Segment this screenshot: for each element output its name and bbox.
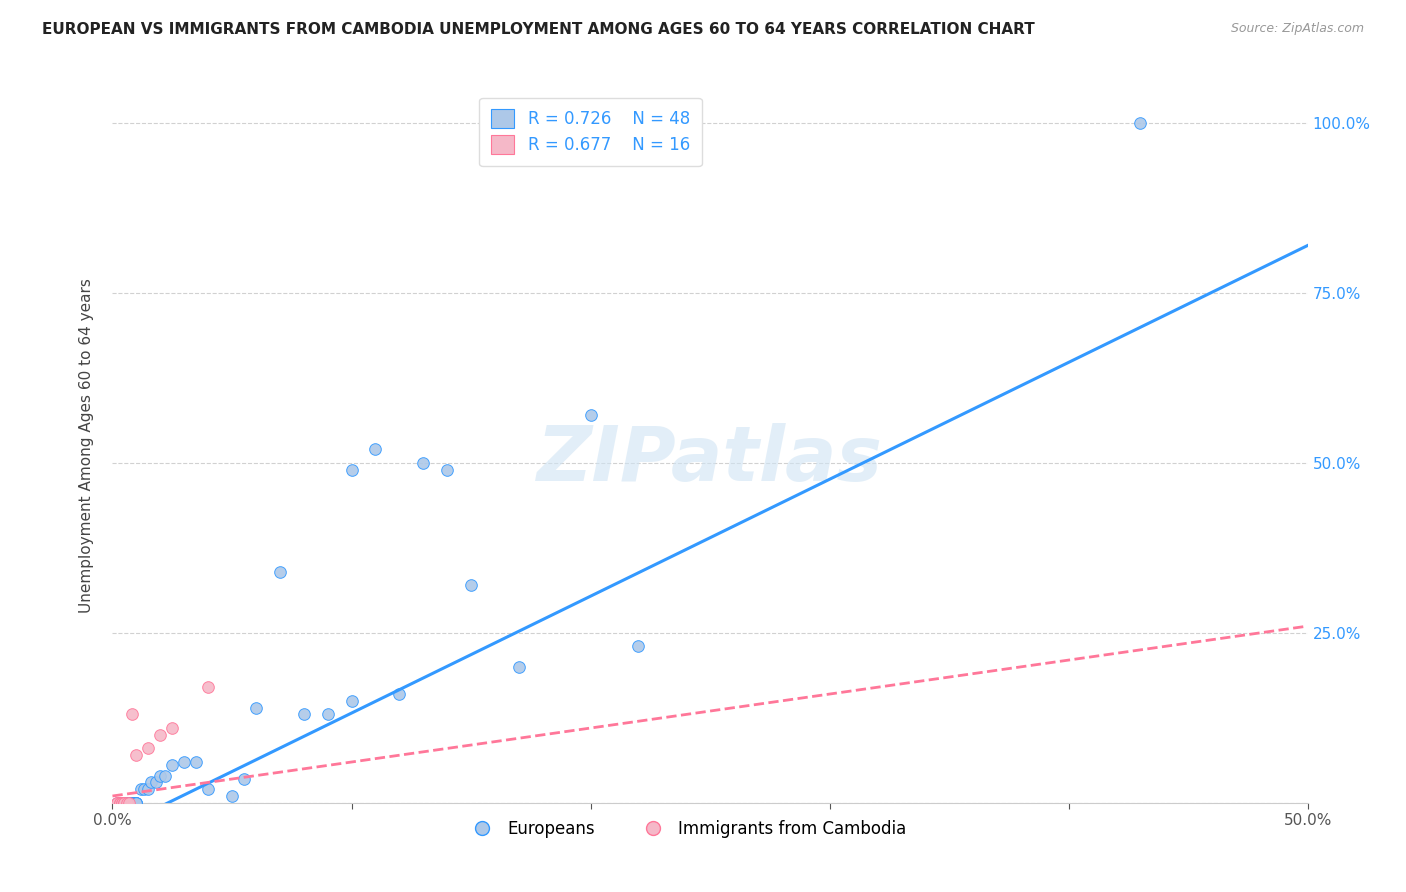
- Point: [145, 775, 167, 789]
- Point: [115, 796, 138, 810]
- Point: [162, 721, 183, 735]
- Point: [579, 409, 602, 423]
- Point: [1129, 116, 1152, 130]
- Point: [132, 782, 155, 797]
- Point: [508, 660, 530, 674]
- Point: [162, 758, 183, 772]
- Point: [197, 782, 219, 797]
- Point: [149, 769, 172, 783]
- Point: [436, 463, 458, 477]
- Point: [125, 748, 148, 763]
- Point: [122, 796, 145, 810]
- Point: [114, 796, 135, 810]
- Point: [111, 796, 134, 810]
- Point: [269, 565, 291, 579]
- Point: [118, 796, 141, 810]
- Point: [121, 707, 143, 722]
- Point: [111, 796, 134, 810]
- Point: [221, 789, 243, 803]
- Text: Source: ZipAtlas.com: Source: ZipAtlas.com: [1230, 22, 1364, 36]
- Point: [121, 796, 143, 810]
- Point: [340, 694, 363, 708]
- Point: [108, 796, 131, 810]
- Point: [111, 796, 134, 810]
- Point: [125, 796, 148, 810]
- Point: [138, 741, 160, 756]
- Point: [197, 680, 219, 694]
- Text: ZIPatlas: ZIPatlas: [537, 424, 883, 497]
- Point: [121, 796, 143, 810]
- Point: [149, 728, 172, 742]
- Point: [111, 796, 134, 810]
- Point: [125, 796, 148, 810]
- Point: [105, 796, 128, 810]
- Point: [114, 796, 135, 810]
- Point: [108, 796, 131, 810]
- Point: [105, 796, 128, 810]
- Point: [245, 700, 267, 714]
- Y-axis label: Unemployment Among Ages 60 to 64 years: Unemployment Among Ages 60 to 64 years: [79, 278, 94, 614]
- Point: [173, 755, 195, 769]
- Point: [108, 796, 131, 810]
- Point: [114, 796, 135, 810]
- Point: [118, 796, 141, 810]
- Point: [316, 707, 339, 722]
- Point: [186, 755, 208, 769]
- Point: [460, 578, 482, 592]
- Point: [114, 796, 135, 810]
- Point: [233, 772, 256, 786]
- Point: [138, 782, 160, 797]
- Point: [108, 796, 131, 810]
- Point: [139, 775, 162, 789]
- Point: [340, 463, 363, 477]
- Point: [115, 796, 138, 810]
- Point: [114, 796, 135, 810]
- Point: [115, 796, 138, 810]
- Point: [125, 796, 148, 810]
- Point: [412, 456, 434, 470]
- Legend: Europeans, Immigrants from Cambodia: Europeans, Immigrants from Cambodia: [458, 814, 914, 845]
- Point: [364, 442, 387, 457]
- Point: [118, 796, 141, 810]
- Point: [105, 796, 128, 810]
- Point: [627, 640, 650, 654]
- Point: [129, 782, 152, 797]
- Point: [292, 707, 315, 722]
- Point: [388, 687, 411, 701]
- Text: EUROPEAN VS IMMIGRANTS FROM CAMBODIA UNEMPLOYMENT AMONG AGES 60 TO 64 YEARS CORR: EUROPEAN VS IMMIGRANTS FROM CAMBODIA UNE…: [42, 22, 1035, 37]
- Point: [153, 769, 176, 783]
- Point: [125, 796, 148, 810]
- Point: [122, 796, 145, 810]
